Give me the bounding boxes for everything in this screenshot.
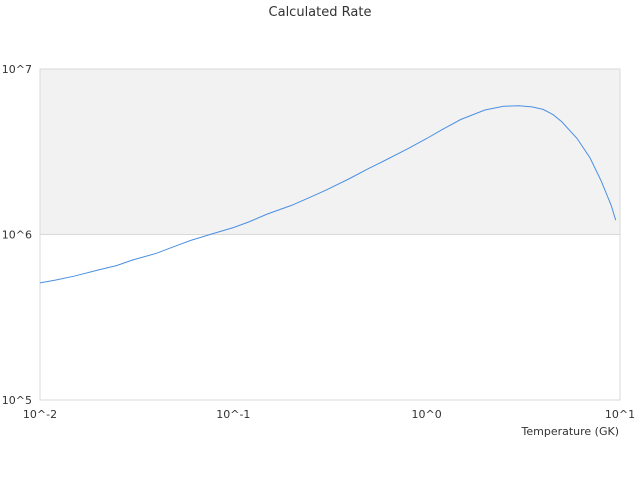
y-tick-labels: 10^5 10^6 10^7: [2, 63, 32, 407]
y-tick-label: 10^5: [2, 394, 32, 407]
y-tick-label: 10^7: [2, 63, 32, 76]
series-line: [39, 105, 617, 284]
x-tick-labels: 10^-2 10^-1 10^0 10^1: [23, 408, 635, 421]
x-axis-label: Temperature (GK): [521, 425, 620, 438]
x-tick-label: 10^-2: [23, 408, 57, 421]
chart-title: Calculated Rate: [269, 5, 372, 20]
x-tick-label: 10^1: [605, 408, 635, 421]
y-tick-label: 10^6: [2, 229, 32, 242]
x-tick-label: 10^0: [412, 408, 442, 421]
x-tick-label: 10^-1: [216, 408, 250, 421]
highlight-band: [40, 69, 620, 235]
